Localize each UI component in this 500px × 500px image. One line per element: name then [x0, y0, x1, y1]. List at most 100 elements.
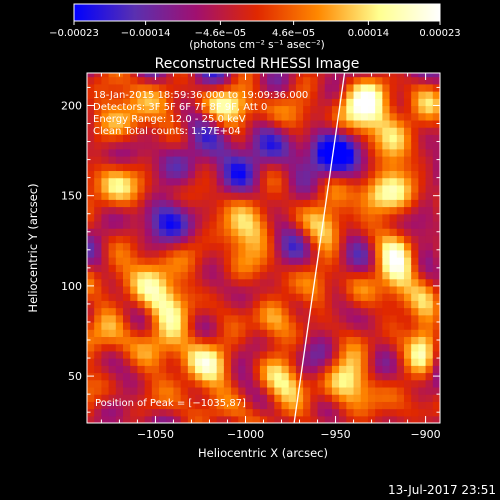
- heatmap-cell: [432, 170, 440, 179]
- heatmap-cell: [202, 148, 211, 157]
- heatmap-cell: [418, 192, 427, 200]
- heatmap-cell: [281, 293, 290, 301]
- heatmap-cell: [267, 112, 275, 121]
- heatmap-cell: [231, 141, 239, 150]
- heatmap-cell: [259, 177, 268, 186]
- heatmap-cell: [281, 307, 290, 316]
- heatmap-cell: [151, 336, 160, 345]
- heatmap-cell: [108, 220, 117, 229]
- heatmap-cell: [173, 220, 182, 229]
- heatmap-cell: [295, 271, 304, 280]
- heatmap-cell: [252, 220, 261, 229]
- heatmap-cell: [389, 192, 398, 200]
- heatmap-cell: [166, 307, 175, 316]
- heatmap-cell: [231, 394, 239, 402]
- heatmap-cell: [411, 329, 419, 338]
- heatmap-cell: [115, 177, 124, 186]
- heatmap-cell: [339, 119, 347, 128]
- heatmap-cell: [339, 199, 347, 208]
- heatmap-cell: [108, 358, 117, 366]
- heatmap-cell: [187, 98, 196, 107]
- heatmap-cell: [353, 127, 362, 135]
- heatmap-cell: [195, 408, 203, 417]
- heatmap-cell: [216, 98, 225, 107]
- heatmap-cell: [87, 365, 95, 374]
- heatmap-cell: [317, 213, 326, 222]
- heatmap-cell: [274, 119, 283, 128]
- heatmap-cell: [151, 257, 160, 265]
- heatmap-cell: [353, 307, 362, 316]
- heatmap-cell: [389, 401, 398, 410]
- heatmap-cell: [425, 336, 434, 345]
- heatmap-cell: [223, 112, 232, 121]
- heatmap-cell: [137, 148, 146, 157]
- heatmap-cell: [353, 394, 362, 402]
- heatmap-cell: [137, 235, 146, 244]
- heatmap-cell: [346, 199, 355, 208]
- heatmap-cell: [310, 184, 319, 193]
- heatmap-cell: [346, 293, 355, 301]
- heatmap-cell: [295, 213, 304, 222]
- heatmap-cell: [101, 321, 110, 330]
- heatmap-cell: [87, 350, 95, 359]
- heatmap-cell: [303, 271, 311, 280]
- heatmap-cell: [295, 119, 304, 128]
- heatmap-cell: [339, 372, 347, 381]
- heatmap-cell: [159, 358, 167, 366]
- heatmap-cell: [288, 394, 297, 402]
- heatmap-cell: [195, 372, 203, 381]
- heatmap-cell: [245, 105, 254, 114]
- heatmap-cell: [108, 134, 117, 143]
- heatmap-cell: [360, 401, 369, 410]
- heatmap-cell: [209, 415, 218, 423]
- plot-area: 18-Jan-2015 18:59:36.000 to 19:09:36.000…: [61, 72, 441, 441]
- heatmap-cell: [108, 155, 117, 164]
- heatmap-cell: [202, 235, 211, 244]
- heatmap-cell: [389, 220, 398, 229]
- heatmap-cell: [324, 321, 333, 330]
- heatmap-cell: [367, 199, 376, 208]
- heatmap-cell: [310, 105, 319, 114]
- heatmap-cell: [123, 192, 131, 200]
- heatmap-cell: [245, 293, 254, 301]
- heatmap-cell: [267, 76, 275, 85]
- heatmap-cell: [425, 134, 434, 143]
- heatmap-cell: [94, 321, 103, 330]
- heatmap-cell: [216, 257, 225, 265]
- heatmap-cell: [231, 220, 239, 229]
- heatmap-cell: [238, 401, 247, 410]
- heatmap-cell: [418, 148, 427, 157]
- heatmap-cell: [101, 264, 110, 273]
- heatmap-cell: [231, 184, 239, 193]
- heatmap-cell: [425, 415, 434, 423]
- heatmap-cell: [173, 394, 182, 402]
- heatmap-cell: [151, 314, 160, 323]
- heatmap-cell: [130, 105, 139, 114]
- heatmap-cell: [216, 394, 225, 402]
- heatmap-cell: [231, 170, 239, 179]
- peak-position-label: Position of Peak = [−1035,87]: [95, 398, 246, 409]
- heatmap-cell: [187, 177, 196, 186]
- heatmap-cell: [331, 91, 340, 99]
- heatmap-cell: [216, 155, 225, 164]
- heatmap-cell: [187, 350, 196, 359]
- heatmap-cell: [202, 379, 211, 388]
- heatmap-cell: [151, 155, 160, 164]
- heatmap-cell: [195, 119, 203, 128]
- heatmap-cell: [288, 350, 297, 359]
- heatmap-cell: [108, 314, 117, 323]
- heatmap-cell: [324, 242, 333, 251]
- heatmap-cell: [432, 293, 440, 301]
- heatmap-cell: [310, 83, 319, 92]
- heatmap-cell: [375, 155, 383, 164]
- heatmap-cell: [389, 98, 398, 107]
- heatmap-cell: [432, 365, 440, 374]
- heatmap-cell: [317, 220, 326, 229]
- heatmap-cell: [195, 257, 203, 265]
- heatmap-cell: [252, 73, 261, 78]
- heatmap-cell: [252, 141, 261, 150]
- heatmap-cell: [238, 141, 247, 150]
- heatmap-cell: [432, 163, 440, 172]
- heatmap-cell: [432, 141, 440, 150]
